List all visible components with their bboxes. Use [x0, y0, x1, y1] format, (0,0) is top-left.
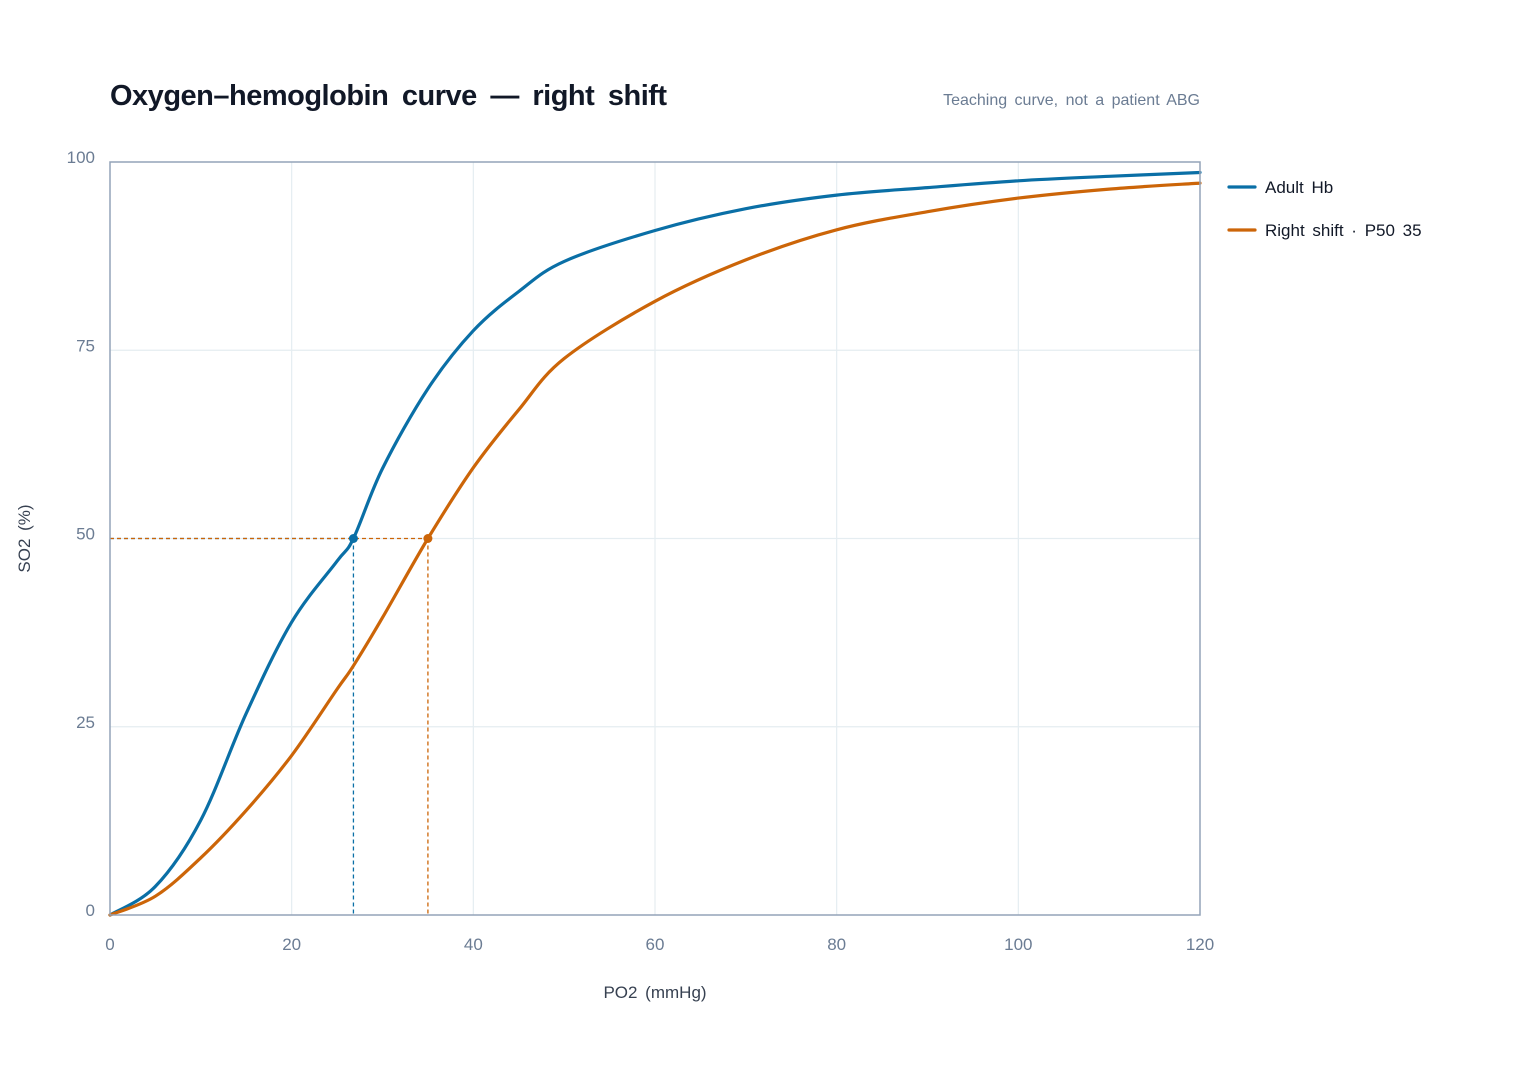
y-tick-labels: 0 25 50 75 100: [67, 148, 95, 920]
x-tick-label: 20: [282, 935, 301, 954]
p50-marker: [348, 534, 358, 543]
grid: [110, 162, 1200, 915]
x-axis-label: PO2 (mmHg): [603, 983, 706, 1002]
x-tick-label: 40: [464, 935, 483, 954]
chart-subtitle: Teaching curve, not a patient ABG: [943, 92, 1200, 109]
legend: Adult Hb Right shift · P50 35: [1227, 178, 1422, 240]
legend-label: Right shift · P50 35: [1265, 221, 1422, 240]
p50-reference-lines: [110, 537, 429, 915]
x-tick-label: 120: [1186, 935, 1214, 954]
x-tick-label: 100: [1004, 935, 1032, 954]
series-line: [108, 181, 1202, 917]
y-tick-label: 0: [86, 901, 95, 920]
y-axis-label: SO2 (%): [15, 504, 34, 572]
legend-label: Adult Hb: [1265, 178, 1333, 197]
x-tick-labels: 0 20 40 60 80 100 120: [105, 935, 1214, 954]
x-tick-label: 60: [646, 935, 665, 954]
plot-frame: [109, 161, 1201, 916]
series-line: [108, 170, 1202, 917]
y-tick-label: 50: [76, 525, 95, 544]
chart-title: Oxygen–hemoglobin curve — right shift: [110, 80, 667, 112]
y-tick-label: 100: [67, 148, 95, 167]
x-tick-label: 0: [105, 935, 114, 954]
curves: [108, 170, 1202, 917]
y-tick-label: 75: [76, 336, 95, 355]
p50-markers: [348, 534, 433, 543]
y-tick-label: 25: [76, 713, 95, 732]
x-tick-label: 80: [827, 935, 846, 954]
p50-marker: [423, 534, 433, 543]
